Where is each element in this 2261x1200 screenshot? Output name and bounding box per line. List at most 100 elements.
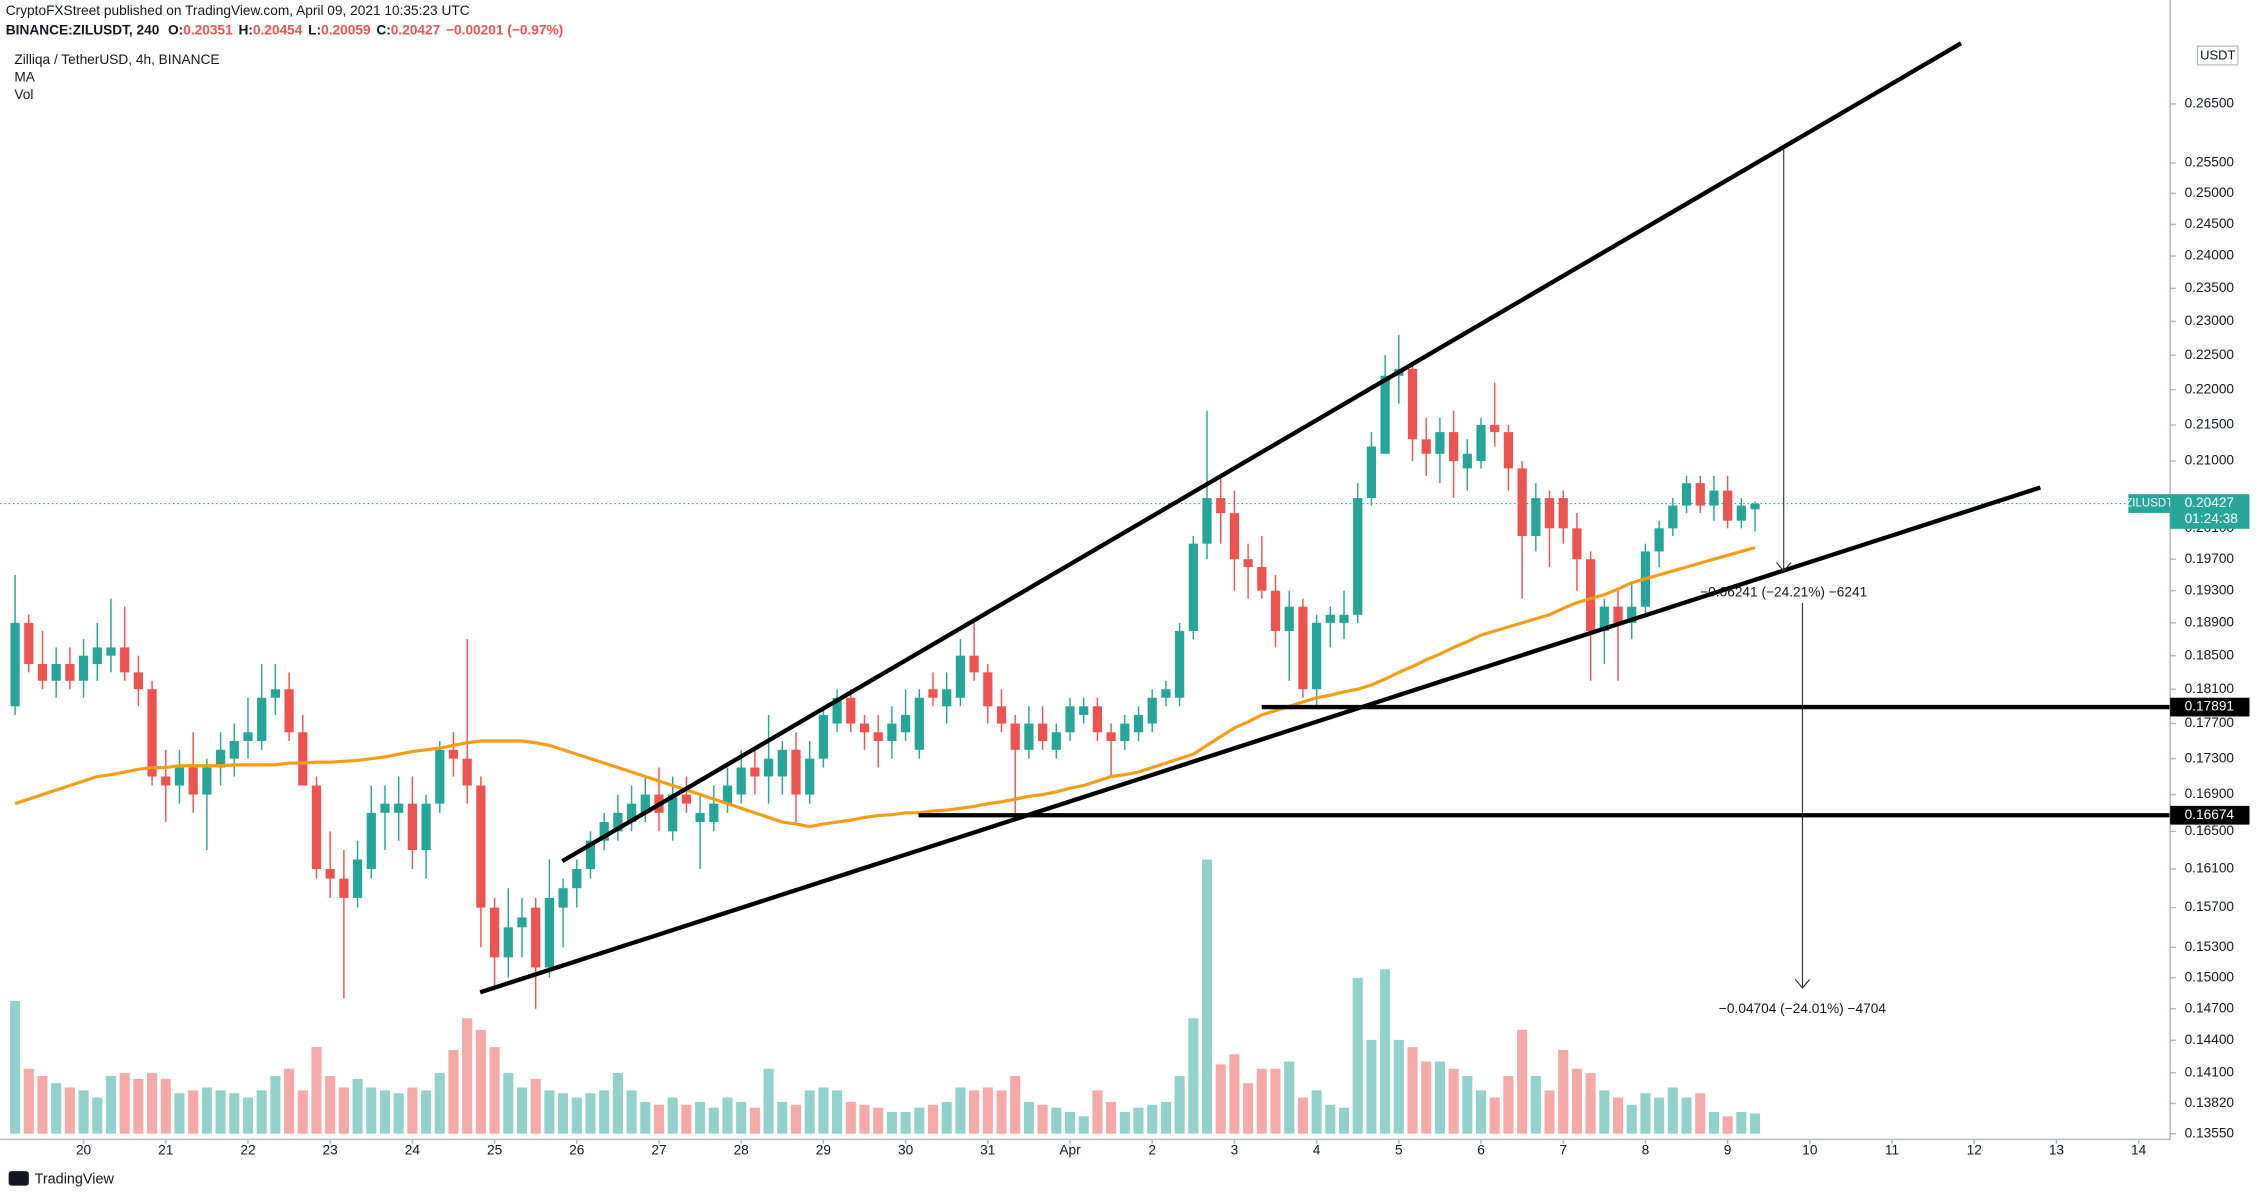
volume-bar [640,1101,651,1134]
volume-bar [1681,1097,1692,1134]
volume-bar [695,1101,706,1134]
volume-bar [119,1073,130,1134]
volume-bar [92,1097,103,1134]
x-tick-label: 2 [1148,1143,1156,1158]
candle-body [407,803,417,851]
measure-arrow [1776,562,1792,573]
y-tick-label: 0.24000 [2185,248,2235,263]
candle-body [709,803,719,823]
x-tick-label: 30 [898,1143,914,1158]
level-label: 0.17891 [2185,699,2234,714]
candle-body [1024,723,1034,750]
y-tick-label: 0.16900 [2185,786,2235,801]
volume-bar [37,1075,48,1134]
candle-body [1188,543,1198,631]
volume-bar [1599,1090,1610,1134]
x-tick-label: 26 [569,1143,585,1158]
candle-body [133,672,143,690]
volume-bar [503,1073,514,1134]
volume-bar [1667,1087,1678,1134]
candle-body [832,697,842,724]
candle-body [887,723,897,741]
candle-body [668,794,678,832]
candle-body [942,689,952,707]
volume-bar [1407,1047,1418,1134]
volume-bar [1352,977,1363,1134]
candle-body [257,697,267,741]
volume-bar [1448,1068,1459,1134]
x-tick-label: 27 [651,1143,666,1158]
candle-body [1462,453,1472,469]
candle-body [1736,505,1746,521]
ticker-box [2128,494,2171,513]
volume-bar [1256,1068,1267,1134]
candle-body [10,622,20,707]
y-tick-label: 0.21000 [2185,453,2235,468]
volume-bar [1421,1061,1432,1134]
volume-bar [325,1075,336,1134]
candle-body [777,749,787,777]
x-tick-label: 4 [1313,1143,1321,1158]
y-tick-label: 0.21500 [2185,417,2235,432]
y-tick-label: 0.18100 [2185,681,2235,696]
volume-bar [1229,1054,1240,1134]
axis-background [2170,0,2261,1200]
candle-body [1339,614,1349,623]
volume-bar [955,1087,966,1134]
symbol-line: BINANCE:ZILUSDT, 240 O:0.20351 H:0.20454 L:… [6,22,563,37]
candle-body [1106,732,1116,741]
volume-bar [1612,1097,1624,1134]
volume-layer [10,859,1761,1134]
candle-body [859,723,870,733]
volume-bar [1051,1107,1062,1134]
volume-bar [1064,1112,1076,1134]
candle-body [1120,723,1130,741]
volume-bar [242,1097,254,1134]
x-tick-label: 21 [158,1143,173,1158]
candle-body [558,888,568,908]
x-tick-label: 28 [734,1143,750,1158]
volume-bar [1654,1097,1665,1134]
logo [8,1171,29,1186]
candle-body [325,869,335,879]
ohlc-value: 0.20427 [391,22,441,37]
volume-bar [64,1087,75,1134]
candle-body [1654,528,1664,552]
volume-bar [393,1093,404,1134]
published: CryptoFXStreet published on TradingView.… [6,3,470,18]
candle-body [339,878,349,898]
y-tick-label: 0.23500 [2185,280,2235,295]
candle-body [1270,590,1281,631]
volume-bar [1243,1083,1254,1134]
candle-body [1476,424,1486,462]
y-tick-label: 0.15000 [2185,969,2235,984]
candle-body [1613,606,1623,623]
volume-bar [544,1090,555,1134]
candle-body [120,647,130,673]
symbol: BINANCE:ZILUSDT, 240 [6,22,160,37]
measure-label: −0.04704 (−24.01%) −4704 [1719,1001,1886,1016]
candle-body [352,859,363,898]
volume-bar [1640,1093,1651,1134]
candle-body [147,689,157,777]
volume-bar [1517,1029,1528,1134]
volume-bar [927,1104,939,1134]
candle-body [1503,432,1514,469]
volume-bar [311,1047,322,1134]
candle-body [174,767,185,786]
volume-bar [160,1078,171,1134]
x-tick-label: 8 [1642,1143,1650,1158]
candle-body [1449,432,1459,462]
drawings: −0.06241 (−24.21%) −6241 −0.04704 (−24.0… [479,41,2171,1016]
legend-title: Zilliqa / TetherUSD, 4h, BINANCE [14,52,219,67]
candle-body [1298,606,1308,690]
candle-body [599,822,609,841]
candle-body [1572,528,1582,560]
x-tick-label: 10 [1802,1143,1818,1158]
volume-bar [1174,1075,1185,1134]
candle-body [1531,498,1541,536]
candle-body [1668,505,1678,529]
lower-trend-line [479,485,2042,995]
candle-body [1037,723,1048,741]
